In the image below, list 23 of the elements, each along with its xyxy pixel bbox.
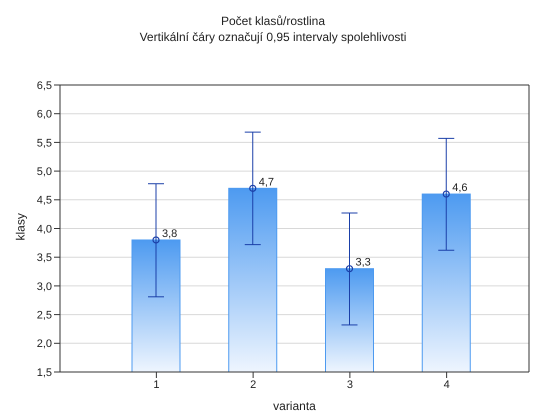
x-tick-label: 1 bbox=[153, 378, 160, 391]
y-tick-label: 5,0 bbox=[36, 166, 52, 178]
y-tick-label: 6,0 bbox=[36, 108, 52, 121]
x-tick-label: 2 bbox=[250, 378, 256, 391]
data-label: 4,6 bbox=[452, 182, 468, 194]
y-tick-label: 3,0 bbox=[36, 280, 52, 293]
y-tick-label: 4,5 bbox=[36, 194, 52, 207]
y-tick-label: 3,5 bbox=[36, 252, 52, 264]
data-label: 3,8 bbox=[162, 228, 178, 240]
chart-title: Počet klasů/rostlina bbox=[220, 14, 326, 28]
x-tick-label: 3 bbox=[346, 378, 353, 391]
y-tick-label: 2,5 bbox=[36, 310, 52, 322]
y-tick-label: 4,0 bbox=[36, 223, 52, 236]
data-label: 4,7 bbox=[258, 176, 274, 188]
y-axis-title: klasy bbox=[13, 213, 28, 240]
data-label: 3,3 bbox=[356, 256, 371, 269]
y-tick-label: 5,5 bbox=[36, 137, 52, 150]
y-tick-label: 2,0 bbox=[36, 338, 52, 350]
y-tick-label: 6,5 bbox=[36, 80, 52, 92]
x-tick-label: 4 bbox=[444, 378, 450, 391]
x-axis-title: varianta bbox=[273, 399, 316, 413]
y-tick-label: 1,5 bbox=[36, 366, 52, 379]
chart-subtitle: Vertikální čáry označují 0,95 intervaly spolehlivosti bbox=[138, 30, 408, 44]
